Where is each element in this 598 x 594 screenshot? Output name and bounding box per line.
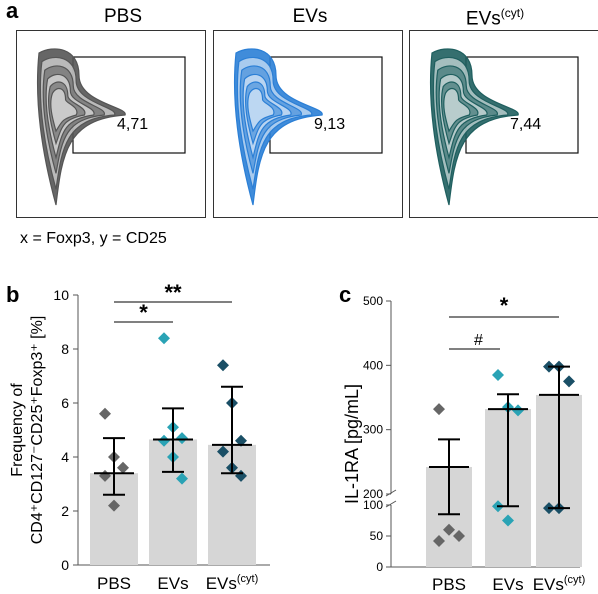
y-tick-label: 10	[53, 287, 69, 303]
significance-label: #	[474, 332, 483, 349]
data-point	[108, 499, 120, 512]
y-tick-label: 50	[370, 529, 384, 543]
flow-plot-pbs: 4,71	[16, 30, 206, 218]
data-point	[502, 514, 514, 527]
data-point	[217, 359, 229, 372]
data-point	[217, 445, 229, 458]
category-label: PBS	[432, 575, 466, 594]
data-point	[433, 534, 445, 547]
category-label: EVs(cyt)	[533, 574, 586, 594]
data-point	[443, 523, 455, 536]
flow-title-evs-cyt-sup: (cyt)	[500, 6, 525, 20]
flow-contour-evs: 9,13	[233, 48, 383, 206]
y-tick-label: 200	[363, 487, 383, 501]
data-point	[453, 530, 465, 542]
panel-c-letter: c	[339, 282, 352, 307]
flow-contour-evs-cyt: 7,44	[429, 48, 579, 206]
y-tick-label: 100	[363, 498, 383, 512]
y-tick-label: 2	[61, 503, 69, 519]
category-label: EVs	[492, 575, 523, 594]
contour-level	[247, 87, 275, 133]
data-point	[563, 375, 575, 388]
data-point	[512, 404, 524, 417]
data-point	[492, 368, 504, 381]
panel-a-letter: a	[6, 0, 19, 23]
flow-title-evs-cyt-text: EVs	[465, 8, 501, 30]
significance-label: **	[164, 280, 182, 305]
data-point	[176, 432, 188, 445]
panel-b-letter: b	[6, 282, 20, 307]
data-point	[176, 472, 188, 485]
y-tick-label: 8	[61, 341, 69, 357]
flow-axis-note: x = Foxp3, y = CD25	[20, 230, 167, 247]
axis-break-mark	[385, 489, 397, 497]
category-label: EVs	[157, 574, 188, 593]
y-axis-label-line1: Frequency of	[9, 383, 26, 477]
y-tick-label: 0	[61, 557, 69, 573]
axis-break-mark	[385, 500, 397, 508]
flow-title-pbs-text: PBS	[103, 6, 143, 27]
data-point	[99, 407, 111, 420]
gate-value-pbs: 4,71	[117, 116, 148, 133]
data-point	[158, 332, 170, 345]
gate-value-evs-cyt: 7,44	[510, 116, 541, 133]
y-tick-label: 400	[363, 358, 383, 372]
significance-label: *	[500, 293, 509, 318]
y-tick-label: 6	[61, 395, 69, 411]
flow-title-evs-cyt: EVs(cyt)	[405, 6, 585, 30]
category-label: EVs(cyt)	[206, 573, 259, 593]
y-tick-label: 4	[61, 449, 69, 465]
significance-label: *	[139, 300, 148, 325]
y-axis-label: IL-1RA [pg/mL]	[342, 384, 362, 504]
contour-level	[50, 87, 78, 133]
data-point	[433, 403, 445, 416]
y-tick-label: 0	[376, 560, 383, 574]
y-axis-label-line2: CD4⁺CD127⁻CD25⁺Foxp3⁺ [%]	[29, 316, 46, 545]
category-label: PBS	[97, 574, 131, 593]
flow-title-evs-text: EVs	[292, 6, 328, 27]
contour-level	[443, 87, 471, 133]
flow-title-evs: EVs	[220, 6, 400, 28]
flow-plot-evs: 9,13	[213, 30, 403, 218]
flow-contour-pbs: 4,71	[36, 48, 186, 206]
flow-title-pbs: PBS	[33, 6, 213, 28]
flow-plot-evs-cyt: 7,44	[409, 30, 598, 218]
y-tick-label: 300	[363, 423, 383, 437]
chart-b: 0 2 4 6 8 10 Frequency of CD4⁺CD127⁻CD25⁺Foxp3⁺…	[9, 280, 270, 593]
gate-value-evs: 9,13	[314, 116, 345, 133]
data-point	[235, 434, 247, 447]
data-point	[117, 461, 129, 474]
y-tick-label: 500	[363, 294, 383, 308]
data-point	[158, 434, 170, 447]
